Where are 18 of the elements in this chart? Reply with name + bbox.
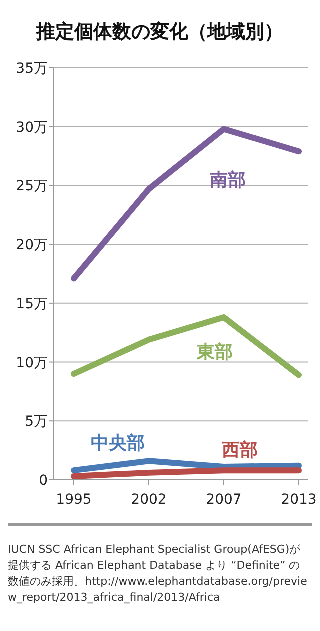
text: IUCN SSC African Elephant Specialist Group(AfESG)が提供する African Elephant Database より “Definite” の数値のみ採用。http://www.elephantdatabase.org/preview_report/2013_africa_final/2013/Africa [8,542,308,606]
series-label: 南部 [209,170,246,191]
y-tick-label: 20万 [16,238,48,254]
y-tick-label: 10万 [16,355,48,372]
x-tick-label: 2002 [131,492,167,508]
y-tick-label: 25万 [16,178,48,195]
x-tick-label: 2007 [206,492,242,508]
chart-title: 推定個体数の変化（地域別） [36,21,284,43]
x-tick-label: 1995 [56,492,92,508]
y-tick-label: 0 [39,473,48,489]
y-tick-label: 35万 [16,61,48,77]
series-label: 西部 [221,440,258,461]
series-label: 中央部 [91,433,145,454]
x-tick-label: 2013 [281,492,317,508]
y-tick-label: 30万 [16,120,48,136]
y-tick-label: 15万 [16,296,48,312]
y-tick-label: 5万 [25,414,48,430]
series-label: 東部 [196,342,233,363]
